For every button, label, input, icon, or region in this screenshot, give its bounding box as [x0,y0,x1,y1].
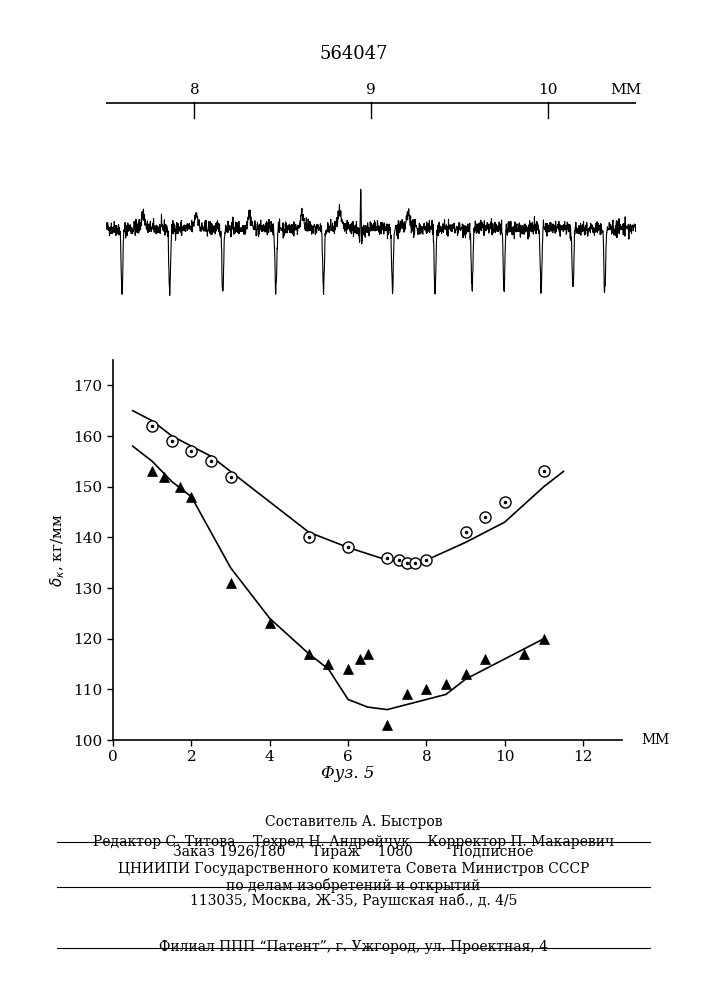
Text: 113035, Москва, Ж-35, Раушская наб., д. 4/5: 113035, Москва, Ж-35, Раушская наб., д. … [189,893,518,908]
Text: Φуз. 5: Φуз. 5 [321,765,375,782]
Text: 9: 9 [366,83,376,97]
Text: ММ: ММ [642,733,670,747]
Text: по делам изобретений и открытий: по делам изобретений и открытий [226,878,481,893]
Text: 10: 10 [538,83,558,97]
Y-axis label: $\delta_\kappa$, кг/мм: $\delta_\kappa$, кг/мм [48,513,66,587]
Text: Φуз. 4: Φуз. 4 [344,441,398,458]
Text: Составитель А. Быстров: Составитель А. Быстров [264,815,443,829]
Text: Филиал ППП “Патент”, г. Ужгород, ул. Проектная, 4: Филиал ППП “Патент”, г. Ужгород, ул. Про… [159,940,548,954]
Text: Редактор С. Титова    Техред Н. Андрейчук    Корректор П. Макаревич: Редактор С. Титова Техред Н. Андрейчук К… [93,835,614,849]
Text: 8: 8 [189,83,199,97]
Text: Заказ 1926/180      Тираж    1080         Подписное: Заказ 1926/180 Тираж 1080 Подписное [173,845,534,859]
Text: MM: MM [609,83,641,97]
Text: ЦНИИПИ Государственного комитета Совета Министров СССР: ЦНИИПИ Государственного комитета Совета … [118,862,589,876]
Text: 564047: 564047 [320,45,387,63]
